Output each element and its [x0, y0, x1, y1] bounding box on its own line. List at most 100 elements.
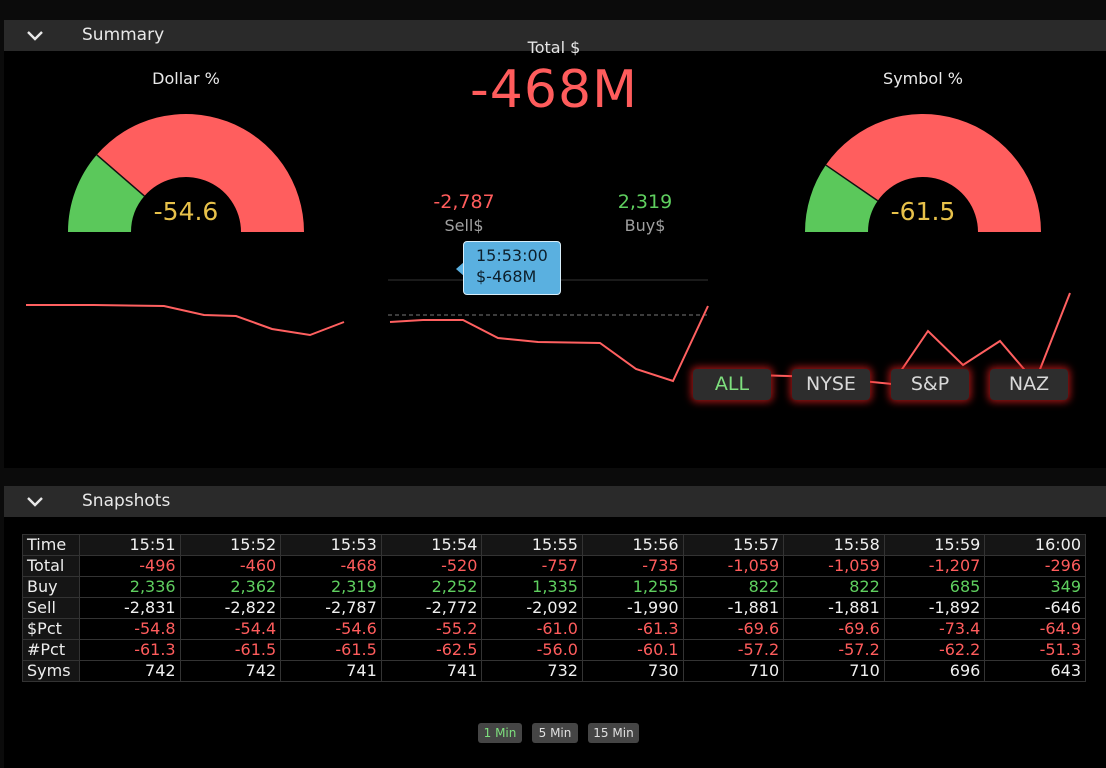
table-row: #Pct -61.3 -61.5 -61.5 -62.5 -56.0 -60.1 -57.2-…	[22, 639, 1086, 661]
row-label: #Pct	[22, 639, 80, 661]
table-cell: -2,092	[481, 597, 583, 619]
table-cell: -1,881	[783, 597, 885, 619]
summary-header[interactable]: Summary	[4, 20, 1106, 51]
chevron-down-icon[interactable]	[24, 490, 46, 512]
table-cell: 741	[280, 660, 382, 682]
table-cell: -1,207	[883, 555, 986, 577]
table-cell: -61.5	[280, 639, 382, 661]
table-cell: -468	[280, 555, 382, 577]
filter-naz-button[interactable]: NAZ	[990, 369, 1068, 400]
dollar-gauge-label: Dollar %	[152, 69, 220, 88]
filter-sp-button[interactable]: S&P	[891, 369, 969, 400]
table-cell: -1,892	[883, 597, 986, 619]
table-cell: -56.0	[481, 639, 583, 661]
dollar-gauge-value: -54.6	[153, 197, 219, 226]
table-row: Syms 742 742 741 741 732 730 710 710 696 643	[22, 660, 1086, 682]
table-cell: 732	[481, 660, 583, 682]
sell-label: Sell$	[444, 216, 484, 235]
table-cell: -61.0	[481, 618, 583, 640]
table-cell: -57.2	[783, 639, 885, 661]
dollar-pct-sparkline	[26, 304, 345, 337]
table-cell: -54.6	[280, 618, 382, 640]
symbol-gauge-buy-arc	[805, 165, 878, 232]
table-cell: 15:53	[280, 534, 382, 556]
buy-label: Buy$	[624, 216, 666, 235]
table-cell: -54.8	[79, 618, 181, 640]
table-cell: 696	[883, 660, 986, 682]
table-cell: -55.2	[380, 618, 483, 640]
table-cell: -1,059	[783, 555, 885, 577]
table-cell: -2,831	[79, 597, 181, 619]
table-cell: 1,255	[581, 576, 684, 598]
symbol-gauge-value: -61.5	[890, 197, 956, 226]
row-label: Sell	[22, 597, 80, 619]
table-cell: -62.5	[380, 639, 483, 661]
table-cell: -64.9	[984, 618, 1086, 640]
table-cell: -2,787	[280, 597, 382, 619]
table-cell: 15:52	[179, 534, 282, 556]
tooltip-value: $-468M	[476, 267, 537, 286]
chart-tooltip: 15:53:00 $-468M	[463, 241, 561, 295]
table-cell: -460	[179, 555, 282, 577]
sell-value: -2,787	[433, 191, 495, 213]
table-cell: -757	[481, 555, 583, 577]
table-cell: -735	[581, 555, 684, 577]
table-cell: 742	[179, 660, 282, 682]
summary-title: Summary	[82, 25, 165, 45]
table-cell: 15:59	[883, 534, 986, 556]
table-row: Buy 2,336 2,362 2,319 2,252 1,335 1,255 822 822 6…	[22, 576, 1086, 598]
tooltip-time: 15:53:00	[476, 246, 548, 265]
table-cell: -2,822	[179, 597, 282, 619]
dollar-gauge-buy-arc	[68, 154, 145, 232]
table-cell: 710	[682, 660, 785, 682]
table-cell: -61.3	[581, 618, 684, 640]
interval-1min-button[interactable]: 1 Min	[478, 723, 522, 743]
table-cell: -520	[380, 555, 483, 577]
snapshots-header[interactable]: Snapshots	[4, 486, 1106, 517]
table-cell: -57.2	[682, 639, 785, 661]
table-cell: -1,059	[682, 555, 785, 577]
dollar-gauge	[68, 113, 304, 232]
row-label: Time	[22, 534, 80, 556]
row-label: $Pct	[22, 618, 80, 640]
snapshots-title: Snapshots	[82, 491, 171, 511]
table-cell: 710	[783, 660, 885, 682]
table-cell: -54.4	[179, 618, 282, 640]
interval-15min-button[interactable]: 15 Min	[588, 723, 639, 743]
table-cell: -69.6	[682, 618, 785, 640]
table-cell: 15:55	[481, 534, 583, 556]
table-cell: -62.2	[883, 639, 986, 661]
row-label: Total	[22, 555, 80, 577]
table-cell: 349	[984, 576, 1086, 598]
table-cell: 822	[682, 576, 785, 598]
table-cell: 15:51	[79, 534, 181, 556]
table-cell: 16:00	[984, 534, 1086, 556]
symbol-gauge	[805, 114, 1041, 232]
symbol-gauge-sell-arc	[825, 114, 1041, 232]
table-cell: -496	[79, 555, 181, 577]
symbol-gauge-label: Symbol %	[883, 69, 963, 88]
table-cell: 15:56	[581, 534, 684, 556]
total-value: -468M	[470, 60, 638, 120]
interval-5min-button[interactable]: 5 Min	[532, 723, 578, 743]
table-row: Time 15:51 15:52 15:53 15:54 15:55 15:56 15:57 1…	[22, 534, 1086, 556]
table-cell: 643	[984, 660, 1086, 682]
filter-all-button[interactable]: ALL	[693, 369, 771, 400]
table-cell: -2,772	[380, 597, 483, 619]
table-row: Sell -2,831 -2,822 -2,787 -2,772 -2,092 -1,990…	[22, 597, 1086, 619]
chevron-down-icon[interactable]	[24, 24, 46, 46]
table-row: Total -496 -460 -468 -520 -757 -735 -1,059 -1,05…	[22, 555, 1086, 577]
buy-value: 2,319	[617, 191, 673, 213]
table-cell: 15:54	[380, 534, 483, 556]
table-cell: 15:57	[682, 534, 785, 556]
table-row: $Pct -54.8 -54.4 -54.6 -55.2 -61.0 -61.3 -69.6-…	[22, 618, 1086, 640]
symbol-gauge-divider	[825, 164, 879, 202]
table-cell: -69.6	[783, 618, 885, 640]
table-cell: 2,319	[280, 576, 382, 598]
filter-nyse-button[interactable]: NYSE	[792, 369, 870, 400]
table-cell: 2,252	[380, 576, 483, 598]
table-cell: 2,362	[179, 576, 282, 598]
table-cell: -61.3	[79, 639, 181, 661]
table-cell: -296	[984, 555, 1086, 577]
total-label: Total $	[527, 38, 581, 57]
